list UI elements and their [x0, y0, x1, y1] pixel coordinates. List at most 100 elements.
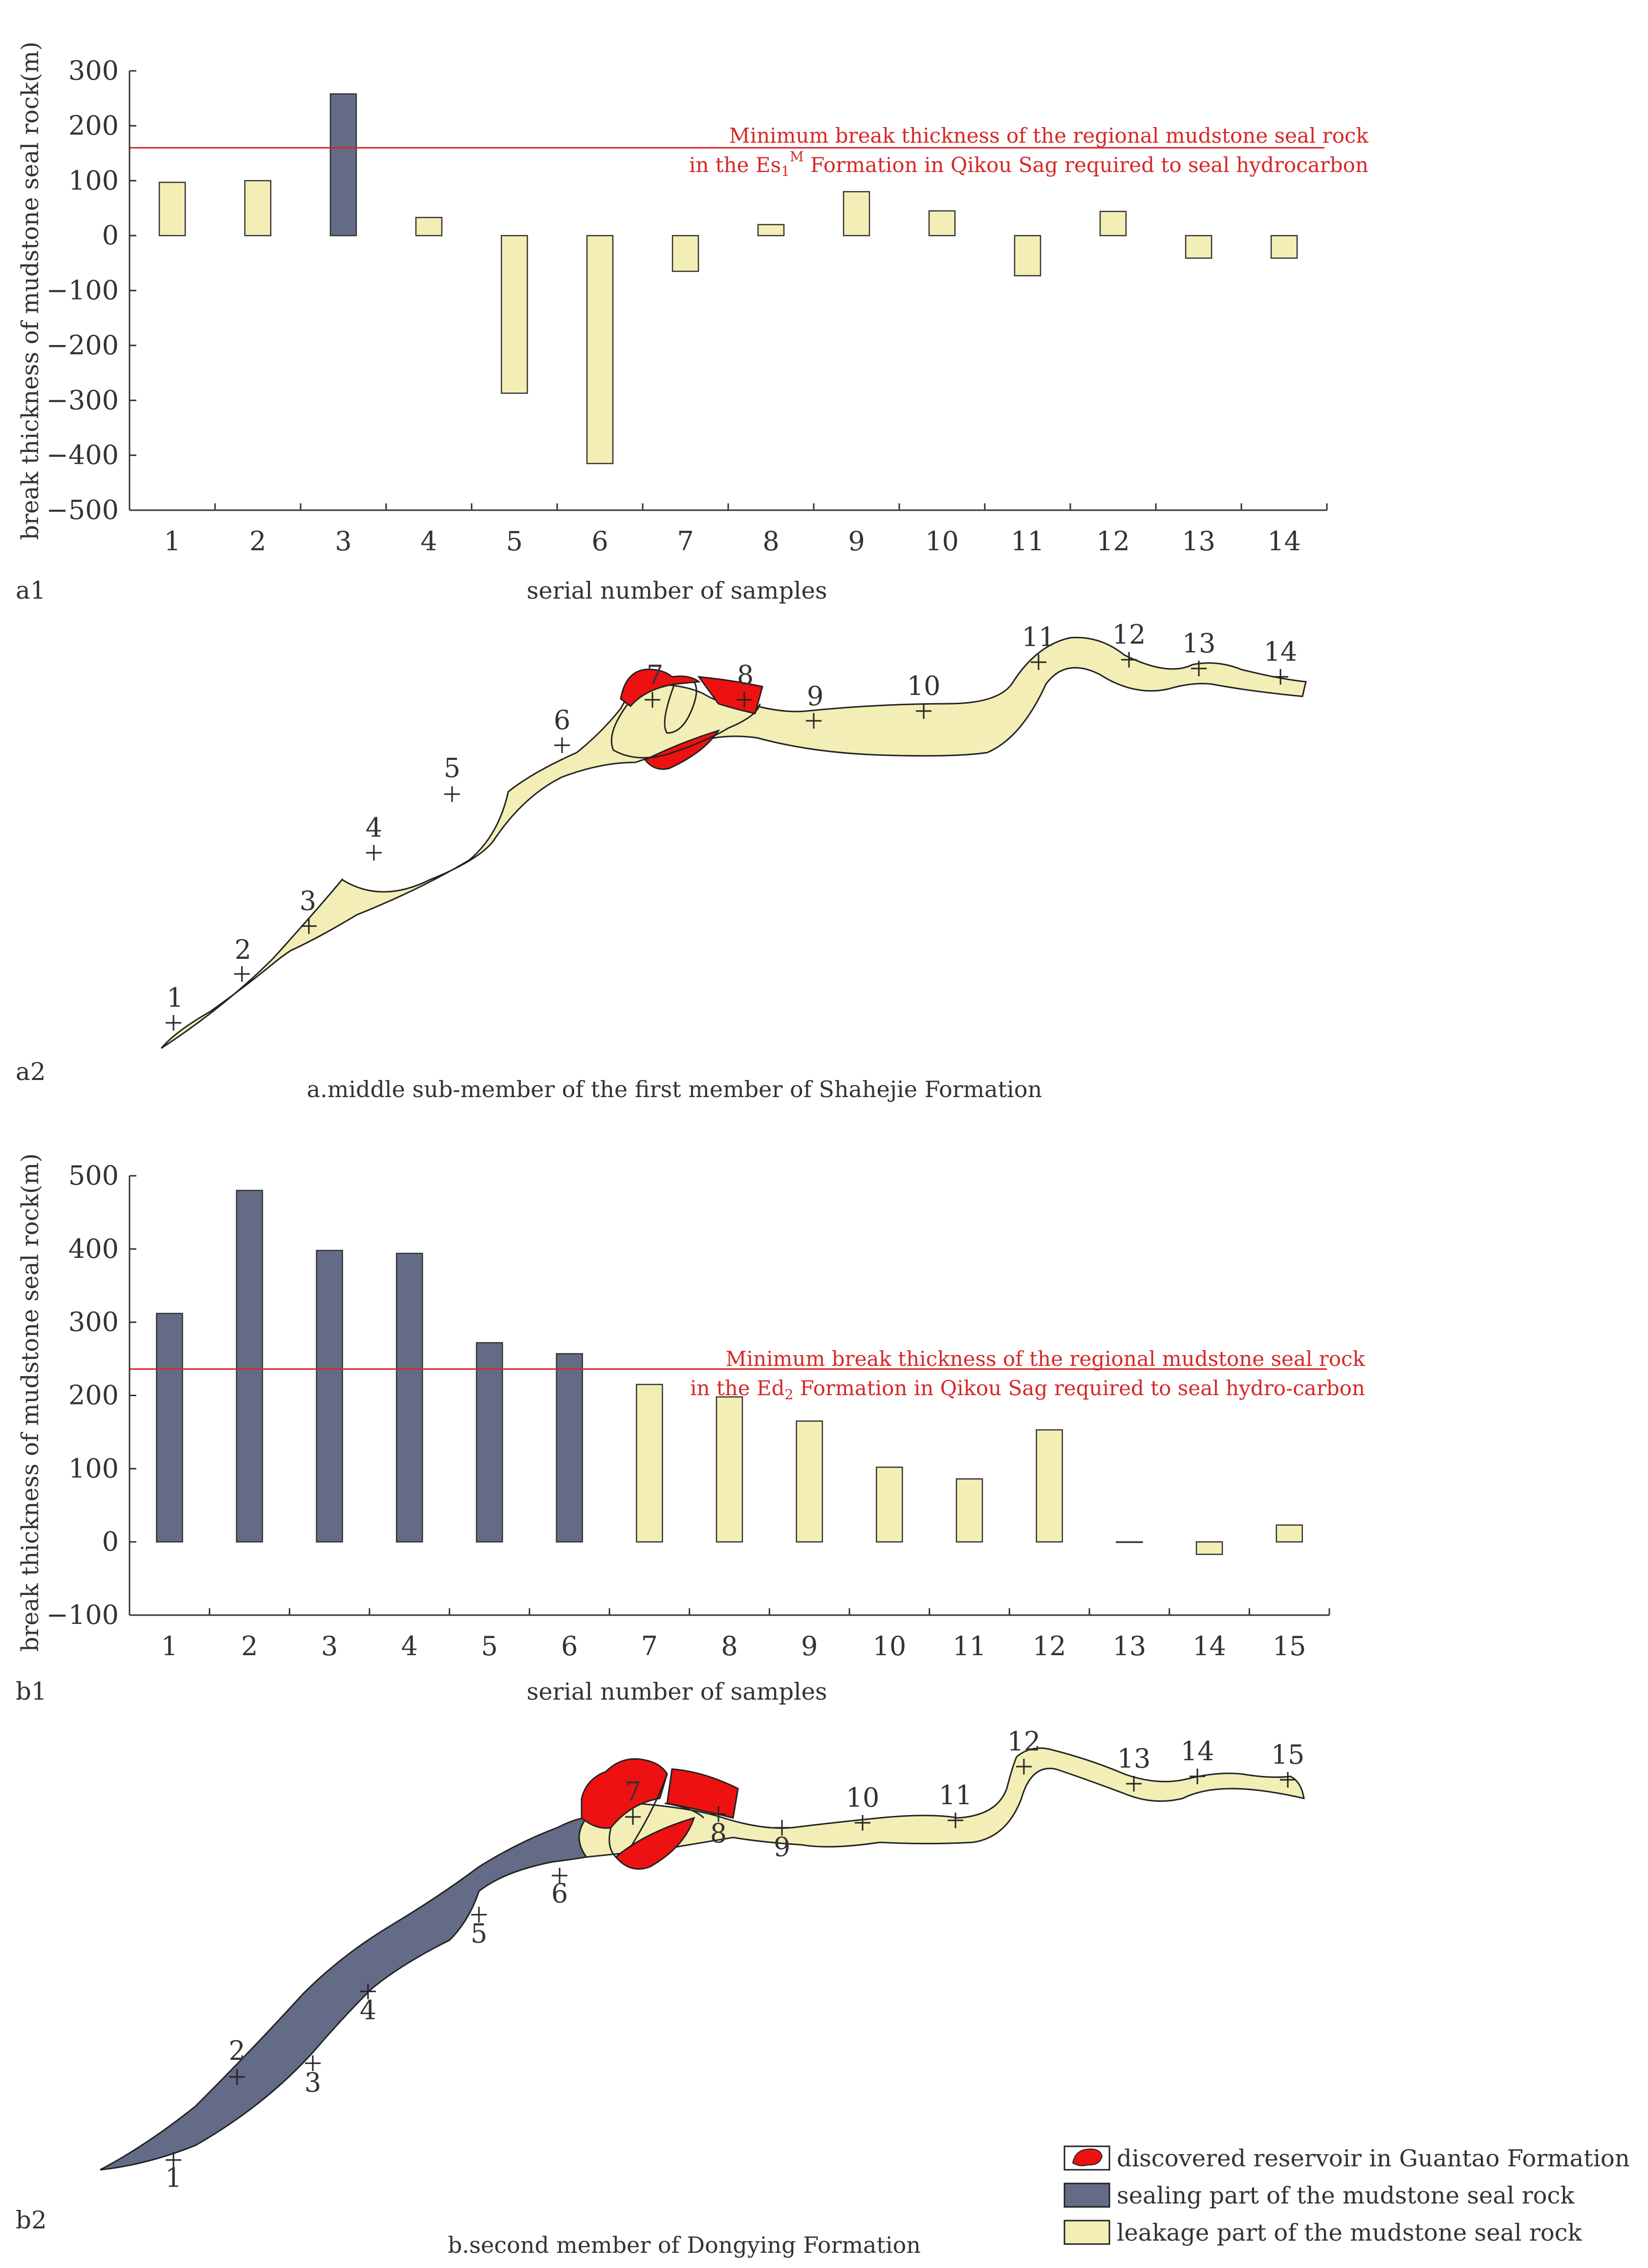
x-tick-label: 15	[1273, 1631, 1306, 1662]
point-label: 3	[304, 2067, 321, 2098]
x-tick-label: 11	[953, 1631, 986, 1662]
point-label: 6	[551, 1878, 568, 1909]
y-axis-label: break thickness of mudstone seal rock(m)	[17, 1153, 44, 1652]
legend-reservoir-label: discovered reservoir in Guantao Formatio…	[1117, 2145, 1630, 2172]
bar-sample-4	[396, 1253, 423, 1543]
sample-point-7: 7	[625, 1776, 641, 1825]
point-label: 8	[710, 1818, 727, 1849]
x-tick-label: 7	[641, 1631, 658, 1662]
point-label: 1	[165, 2162, 182, 2193]
x-tick-label: 5	[481, 1631, 498, 1662]
bar-sample-15	[1276, 1524, 1303, 1543]
legend: discovered reservoir in Guantao Formatio…	[1063, 2145, 1630, 2246]
x-tick-label: 10	[925, 526, 959, 557]
sample-point-1: 1	[166, 982, 183, 1031]
sample-point-2: 2	[234, 934, 251, 982]
panel-label-a1: a1	[16, 576, 46, 605]
x-tick-label: 6	[591, 526, 608, 557]
panel-label-a2: a2	[16, 1058, 46, 1086]
leakage-belt-b2	[578, 1747, 1305, 1858]
x-tick-labels: 1 2 3 4 5 6 7 8 9 10 11 12 13 14 15	[161, 1608, 1330, 1662]
point-label: 11	[1022, 622, 1056, 652]
bar-sample-13	[1185, 235, 1213, 259]
chart-a1: Minimum break thickness of the regional …	[16, 42, 1369, 605]
bar-sample-9	[796, 1420, 823, 1543]
point-label: 13	[1117, 1743, 1151, 1774]
x-tick-label: 9	[801, 1631, 818, 1662]
x-tick-label: 12	[1096, 526, 1130, 557]
y-tick-label: −300	[46, 385, 119, 415]
sample-point-12: 12	[1007, 1726, 1041, 1774]
x-tick-labels: 1 2 3 4 5 6 7 8 9 10 11 12 13 14	[164, 503, 1328, 557]
y-tick-label: 400	[68, 1233, 119, 1264]
x-tick-label: 2	[241, 1631, 258, 1662]
point-label: 4	[360, 1995, 376, 2026]
point-label: 14	[1181, 1736, 1214, 1767]
x-tick-label: 9	[848, 526, 865, 557]
sample-point-4: 4	[360, 1984, 376, 2026]
caption-b: b.second member of Dongying Formation	[448, 2232, 921, 2258]
sample-point-3: 3	[304, 2055, 321, 2098]
bar-sample-10	[876, 1467, 903, 1543]
y-tick-label: 200	[68, 1380, 119, 1411]
x-tick-label: 4	[401, 1631, 418, 1662]
reservoir-outline-b2	[608, 1773, 705, 1858]
panel-label-b1: b1	[16, 1677, 47, 1706]
caption-a: a.middle sub-member of the first member …	[307, 1076, 1042, 1102]
sample-point-6: 6	[554, 705, 570, 753]
bar-sample-4	[415, 216, 443, 237]
bar-sample-5	[476, 1342, 503, 1543]
x-tick-label: 4	[420, 526, 437, 557]
bar-sample-6	[556, 1353, 583, 1543]
sample-point-10: 10	[907, 670, 941, 719]
x-tick-label: 1	[161, 1631, 178, 1662]
sample-point-9: 9	[774, 1820, 790, 1862]
point-label: 8	[737, 660, 754, 691]
y-tick-label: 0	[102, 220, 119, 251]
point-label: 1	[167, 982, 183, 1013]
x-tick-label: 5	[506, 526, 522, 557]
sample-point-8: 8	[710, 1806, 727, 1849]
legend-leakage-swatch	[1063, 2220, 1110, 2245]
threshold-label-line2: in the Ed2 Formation in Qikou Sag requir…	[690, 1376, 1365, 1403]
x-tick-label: 11	[1011, 526, 1044, 557]
bar-sample-12	[1036, 1429, 1063, 1543]
chart-b1-threshold: Minimum break thickness of the regional …	[130, 1347, 1366, 1403]
x-tick-label: 3	[321, 1631, 338, 1662]
point-label: 14	[1264, 636, 1298, 667]
sample-point-12: 12	[1112, 619, 1146, 668]
sealing-belt-b2	[100, 1817, 588, 2171]
point-label: 15	[1271, 1739, 1305, 1770]
bar-sample-1	[156, 1313, 183, 1543]
chart-b1-bars	[156, 1189, 1303, 1555]
reservoir-a2-2	[697, 676, 763, 714]
chart-a1-threshold: Minimum break thickness of the regional …	[130, 124, 1369, 179]
sample-point-3: 3	[300, 886, 317, 934]
x-axis-label: serial number of samples	[526, 577, 827, 605]
leakage-belt-a2	[160, 636, 1307, 1049]
y-tick-label: 100	[68, 1453, 119, 1484]
sample-point-14: 14	[1181, 1736, 1214, 1784]
bar-sample-14	[1195, 1541, 1223, 1555]
sample-point-13: 13	[1182, 628, 1215, 676]
point-label: 7	[625, 1776, 641, 1807]
x-tick-label: 13	[1182, 526, 1215, 557]
sample-point-5: 5	[444, 753, 460, 802]
point-label: 10	[907, 670, 941, 701]
bar-sample-6	[586, 235, 614, 464]
x-tick-label: 7	[677, 526, 694, 557]
legend-sealing-label: sealing part of the mudstone seal rock	[1117, 2182, 1575, 2209]
y-tick-label: −100	[46, 1599, 119, 1630]
point-label: 12	[1007, 1726, 1041, 1757]
bar-sample-9	[843, 191, 870, 237]
bar-sample-5	[500, 235, 528, 394]
x-tick-label: 3	[335, 526, 351, 557]
legend-sealing-swatch	[1063, 2182, 1110, 2208]
x-tick-label: 6	[561, 1631, 578, 1662]
bar-sample-7	[672, 235, 699, 272]
x-tick-label: 1	[164, 526, 180, 557]
